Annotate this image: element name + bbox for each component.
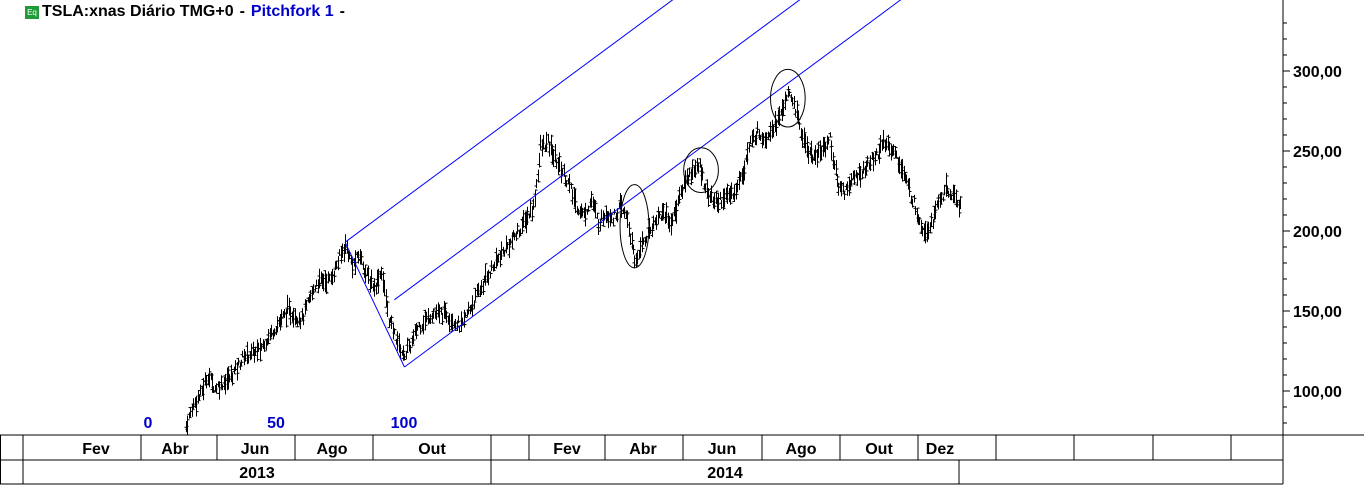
month-label: Fev (553, 441, 581, 458)
bar-count-label: 0 (144, 415, 153, 432)
highlight-ellipse (769, 68, 806, 128)
month-label: Abr (629, 441, 657, 458)
year-label: 2014 (707, 465, 743, 482)
bar-count-label: 100 (391, 415, 418, 432)
month-label: Ago (785, 441, 816, 458)
y-tick-label: 300,00 (1293, 64, 1342, 81)
pitchfork-study-label[interactable]: Pitchfork 1 (250, 3, 334, 20)
bar-count-label: 50 (267, 415, 285, 432)
y-tick-label: 250,00 (1293, 144, 1342, 161)
y-tick-label: 100,00 (1293, 384, 1342, 401)
chart-header: Eq TSLA:xnas Diário TMG+0 - Pitchfork 1 … (25, 3, 351, 21)
header-separator: - (239, 3, 245, 20)
highlight-circles (619, 68, 806, 269)
month-label: Abr (161, 441, 189, 458)
y-tick-label: 150,00 (1293, 304, 1342, 321)
month-label: Jun (241, 441, 269, 458)
y-tick-label: 200,00 (1293, 224, 1342, 241)
pitchfork-upper-prong (344, 0, 674, 243)
month-label: Out (418, 441, 446, 458)
year-label: 2013 (239, 465, 275, 482)
month-label: Out (865, 441, 893, 458)
header-separator: - (339, 3, 345, 20)
pitchfork-lower-prong (404, 0, 902, 368)
month-label: Ago (316, 441, 347, 458)
axis-labels: 100,00 150,00 200,00 250,00 300,00 Fev Abr Jun A… (82, 64, 1342, 482)
equity-icon[interactable]: Eq (25, 5, 39, 19)
pitchfork-median-line (394, 0, 801, 301)
month-label: Jun (708, 441, 736, 458)
ohlc-bars (184, 86, 963, 435)
highlight-ellipse (683, 147, 719, 194)
symbol-label[interactable]: TSLA:xnas Diário TMG+0 (42, 3, 234, 20)
highlight-ellipse (619, 184, 650, 269)
pitchfork-handle (344, 241, 405, 368)
month-label: Dez (926, 441, 954, 458)
month-label: Fev (82, 441, 110, 458)
pitchfork-lines (344, 0, 902, 368)
